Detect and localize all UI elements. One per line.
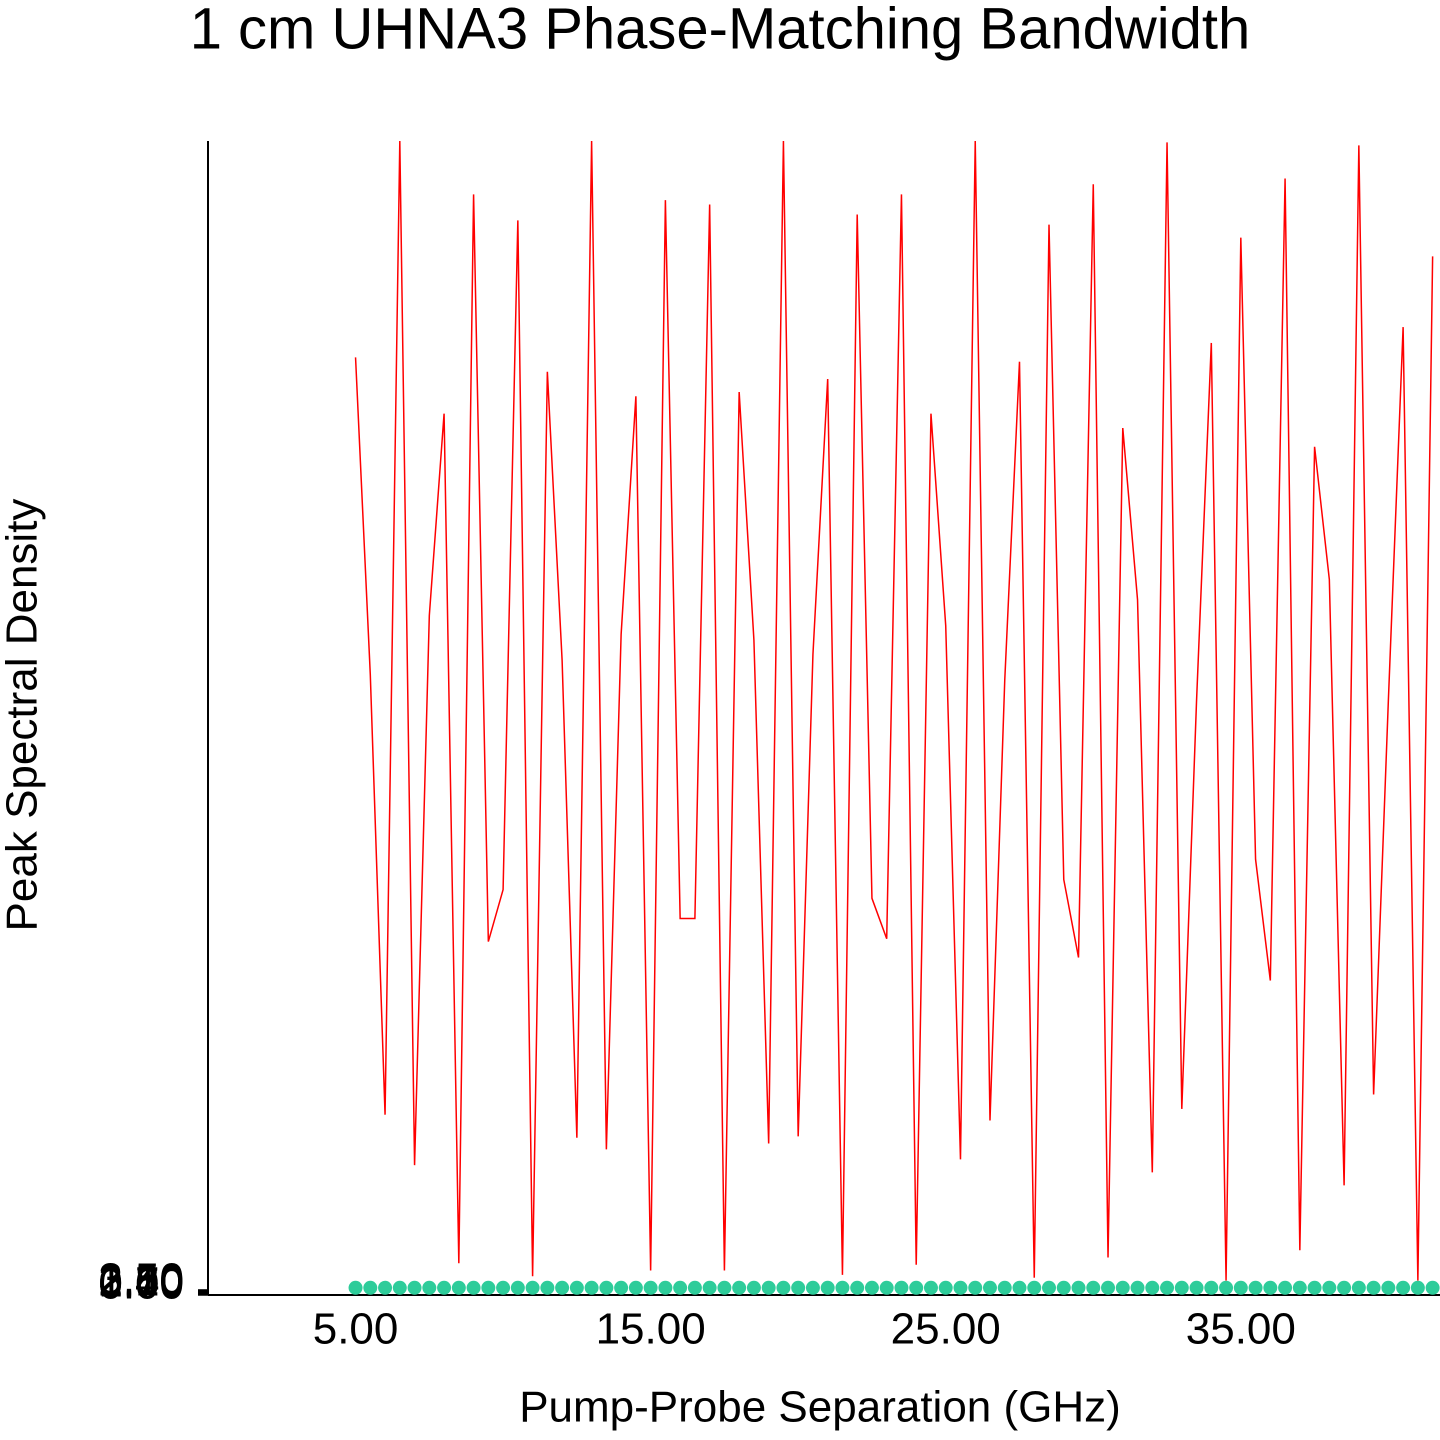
data-point	[791, 1280, 806, 1295]
data-point	[1396, 1280, 1411, 1295]
data-point	[466, 1280, 481, 1295]
data-point	[1381, 1280, 1396, 1295]
y-tick-label: 0.70	[98, 1259, 184, 1308]
data-point	[1425, 1280, 1440, 1295]
data-point	[1101, 1280, 1116, 1295]
data-point	[1337, 1280, 1352, 1295]
data-point	[805, 1280, 820, 1295]
x-tick-label: 5.00	[313, 1305, 399, 1354]
data-point	[496, 1280, 511, 1295]
data-point	[1071, 1280, 1086, 1295]
data-point	[1263, 1280, 1278, 1295]
data-point	[1012, 1280, 1027, 1295]
data-point	[437, 1280, 452, 1295]
data-point	[451, 1280, 466, 1295]
data-line	[354, 140, 1434, 1281]
data-point	[378, 1280, 393, 1295]
data-point	[1278, 1280, 1293, 1295]
data-point	[1145, 1280, 1160, 1295]
data-point	[1027, 1280, 1042, 1295]
data-point	[540, 1280, 555, 1295]
data-point	[481, 1280, 496, 1295]
data-point	[1189, 1280, 1204, 1295]
data-point	[555, 1280, 570, 1295]
data-point	[614, 1280, 629, 1295]
data-point	[1248, 1280, 1263, 1295]
data-point	[407, 1280, 422, 1295]
data-point	[835, 1280, 850, 1295]
chart-title: 1 cm UHNA3 Phase-Matching Bandwidth	[190, 0, 1251, 61]
data-point	[525, 1280, 540, 1295]
data-point	[968, 1280, 983, 1295]
data-point	[1204, 1280, 1219, 1295]
y-tick-label: 3.50	[98, 1255, 184, 1304]
data-point	[953, 1280, 968, 1295]
data-point	[820, 1280, 835, 1295]
data-point	[1351, 1280, 1366, 1295]
data-point	[687, 1280, 702, 1295]
data-point	[761, 1280, 776, 1295]
data-point	[363, 1280, 378, 1295]
data-point	[643, 1280, 658, 1295]
data-point	[584, 1280, 599, 1295]
y-tick-label: 2.10	[98, 1257, 184, 1306]
data-point	[746, 1280, 761, 1295]
data-point	[1292, 1280, 1307, 1295]
data-point	[864, 1280, 879, 1295]
data-point	[997, 1280, 1012, 1295]
data-point	[923, 1280, 938, 1295]
y-axis-label: Peak Spectral Density	[0, 499, 47, 932]
data-point	[732, 1280, 747, 1295]
x-tick-label: 35.00	[1186, 1305, 1296, 1354]
data-point	[1174, 1280, 1189, 1295]
data-point	[1042, 1280, 1057, 1295]
y-tick-label: 1.40	[98, 1258, 184, 1307]
y-tick-label: 0.00	[98, 1260, 184, 1309]
data-point	[1322, 1280, 1337, 1295]
data-point	[1219, 1280, 1234, 1295]
data-point	[776, 1280, 791, 1295]
data-point	[879, 1280, 894, 1295]
data-point	[1130, 1280, 1145, 1295]
data-point	[392, 1280, 407, 1295]
data-point	[1307, 1280, 1322, 1295]
data-point	[909, 1280, 924, 1295]
x-tick-label: 15.00	[596, 1305, 706, 1354]
data-point	[422, 1280, 437, 1295]
data-point	[1056, 1280, 1071, 1295]
x-axis-label: Pump-Probe Separation (GHz)	[519, 1383, 1121, 1432]
x-tick-label: 25.00	[891, 1305, 1001, 1354]
data-point	[1160, 1280, 1175, 1295]
data-point	[938, 1280, 953, 1295]
data-point	[1086, 1280, 1101, 1295]
data-point	[702, 1280, 717, 1295]
data-point	[1366, 1280, 1381, 1295]
data-point	[1233, 1280, 1248, 1295]
data-point	[569, 1280, 584, 1295]
data-point	[673, 1280, 688, 1295]
data-point	[510, 1280, 525, 1295]
data-point	[1410, 1280, 1425, 1295]
data-point	[717, 1280, 732, 1295]
data-point	[850, 1280, 865, 1295]
data-point	[628, 1280, 643, 1295]
data-point	[894, 1280, 909, 1295]
y-tick-label: 2.80	[98, 1256, 184, 1305]
data-point	[599, 1280, 614, 1295]
data-point	[1115, 1280, 1130, 1295]
data-point	[982, 1280, 997, 1295]
data-point	[658, 1280, 673, 1295]
data-point	[348, 1280, 363, 1295]
